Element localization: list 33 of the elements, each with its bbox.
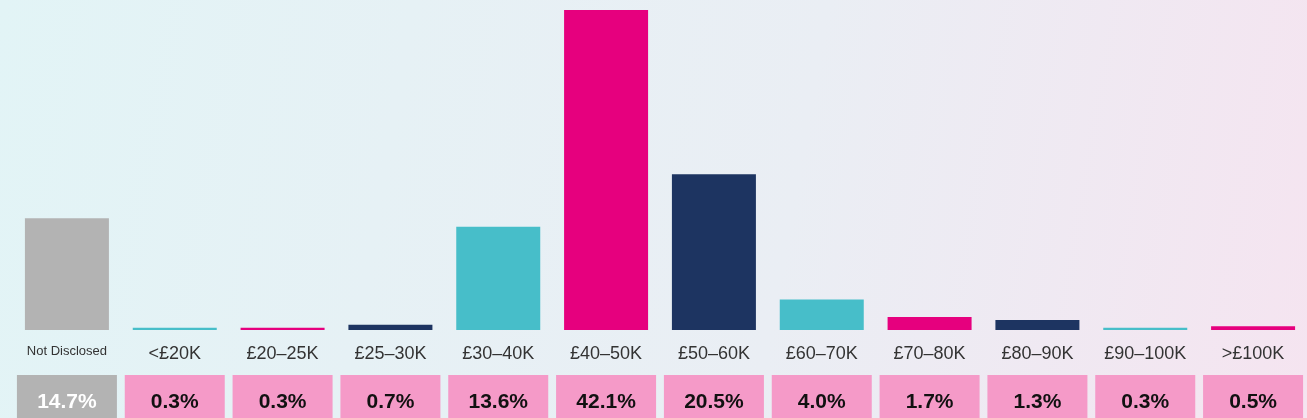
data-label: 4.0% [797, 388, 847, 412]
x-tick-label: £80–90K [1001, 343, 1074, 363]
data-label: 1.3% [1013, 388, 1062, 412]
x-tick-label: £90–100K [1104, 343, 1187, 363]
x-tick-label: Not Disclosed [26, 343, 108, 358]
data-label: 0.3% [150, 388, 200, 412]
bar [564, 10, 649, 330]
data-label: 42.1% [576, 388, 637, 412]
data-label: 13.6% [468, 388, 529, 412]
bar [456, 226, 541, 330]
x-tick-label: £60–70K [785, 343, 858, 363]
x-tick-label: £20–25K [246, 343, 319, 363]
x-tick-label: >£100K [1221, 343, 1285, 363]
data-label: 0.3% [258, 388, 307, 412]
data-label: 1.7% [905, 388, 954, 412]
bar [24, 218, 109, 330]
x-tick-label: £40–50K [570, 343, 643, 363]
x-tick-label: £30–40K [462, 343, 535, 363]
x-tick-label: £50–60K [677, 343, 750, 363]
bar [887, 317, 972, 330]
data-label: 0.5% [1229, 388, 1278, 412]
x-tick-label: £25–30K [354, 343, 427, 363]
bar [995, 320, 1080, 330]
data-label: 0.7% [366, 388, 415, 412]
bar [779, 299, 864, 330]
x-tick-label: <£20K [148, 343, 202, 363]
bar [671, 174, 756, 330]
data-label: 14.7% [37, 388, 98, 412]
x-tick-label: £70–80K [893, 343, 966, 363]
bar [348, 324, 433, 330]
data-label: 0.3% [1121, 388, 1170, 412]
bar [1211, 326, 1296, 330]
data-label: 20.5% [684, 388, 745, 412]
